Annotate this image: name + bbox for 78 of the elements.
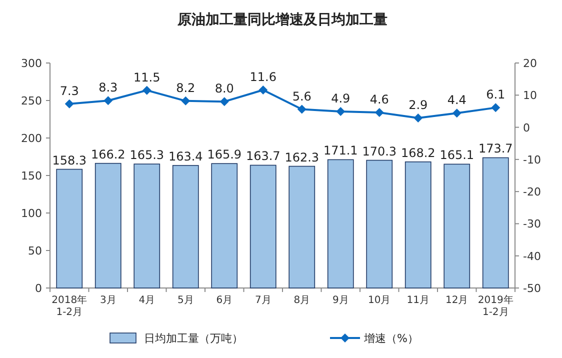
y-tick-label: 50 [28,244,42,258]
x-tick-label: 10月 [368,295,391,306]
bar [327,159,354,288]
point [414,113,423,122]
y-tick-label: 200 [21,132,42,145]
bar [404,161,432,288]
data-label: 8.2 [176,80,196,95]
data-label: 8.0 [214,82,234,96]
x-tick-label: 9月 [332,295,349,306]
data-label: 7.3 [60,84,79,98]
x-tick-label: 8月 [294,295,310,306]
y2-tick-label: -40 [523,250,541,263]
x-tick-label: 2019年 1-2月 [478,294,514,318]
y2-tick-label: -20 [523,186,541,199]
y-tick-label: 300 [21,57,42,70]
data-label: 2.9 [408,98,428,112]
point [452,108,462,118]
point [142,86,152,95]
data-label: 8.3 [98,80,118,95]
bar [444,164,470,288]
bar [211,163,238,288]
x-tick-label: 5月 [177,295,194,306]
y-tick-label: 150 [21,170,42,182]
point [258,86,268,94]
bar [482,157,509,288]
y-tick-label: 0 [35,282,42,295]
bar [250,164,276,288]
y-tick-label: 250 [21,94,42,108]
x-tick-label: 12月 [446,295,468,306]
data-label: 165.3 [130,148,164,162]
y2-tick-label: -30 [523,218,541,231]
y2-tick-label: 20 [523,57,537,70]
data-label: 166.2 [90,147,126,162]
bar [94,162,122,288]
data-label: 171.1 [323,144,358,158]
data-label: 163.7 [246,149,280,164]
chart-title: 原油加工量同比增速及日均加工量 [176,12,388,28]
legend-label: 增速（%） [363,332,418,345]
data-label: 168.2 [400,146,436,160]
data-label: 4.9 [331,92,350,106]
x-tick-label: 11月 [406,295,430,306]
data-label: 162.3 [284,150,320,164]
x-tick-label: 2018年 1-2月 [52,294,88,318]
point [491,103,500,112]
x-tick-label: 3月 [100,295,116,306]
bar [134,164,160,288]
point [64,99,74,108]
point [297,104,306,114]
data-label: 4.6 [370,92,389,106]
point [220,97,229,106]
data-label: 11.6 [250,70,276,84]
data-label: 158.3 [52,153,87,168]
data-label: 6.1 [486,88,506,102]
y2-tick-label: 0 [523,121,530,134]
y-tick-label: 100 [21,207,42,220]
x-tick-label: 4月 [138,295,156,306]
point [181,96,190,106]
data-label: 165.9 [207,148,242,162]
y2-tick-label: -50 [523,282,541,295]
y2-tick-label: -10 [523,153,541,166]
bar [288,166,316,288]
x-tick-label: 6月 [216,295,233,306]
data-label: 170.3 [362,144,397,158]
y2-tick-label: 10 [523,89,537,102]
point [104,96,113,106]
bar [172,165,199,288]
data-label: 163.4 [168,149,203,164]
data-label: 11.5 [134,70,160,84]
x-tick-label: 7月 [254,295,272,306]
data-label: 5.6 [292,89,312,104]
point [374,108,384,117]
data-label: 173.7 [478,142,513,156]
data-label: 165.1 [440,148,474,162]
point [336,107,346,116]
bar [56,168,83,288]
data-label: 4.4 [447,93,466,108]
bar [366,160,393,288]
legend-label: 日均加工量（万吨） [144,332,243,345]
